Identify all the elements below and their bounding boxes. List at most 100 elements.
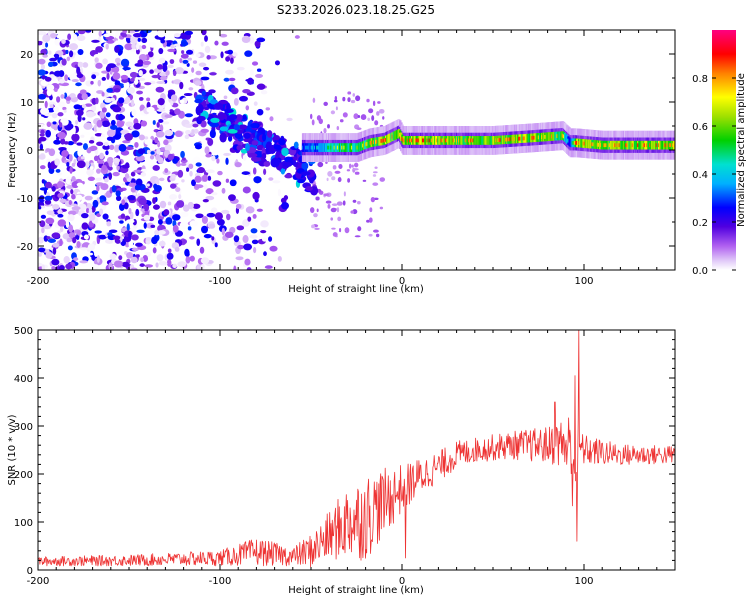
heatmap-cell <box>162 64 168 72</box>
heatmap-cell <box>165 70 170 76</box>
heatmap-cell <box>192 123 199 128</box>
heatmap-cell <box>101 91 105 97</box>
heatmap-cell <box>53 139 61 145</box>
heatmap-cell <box>164 168 169 174</box>
heatmap-cell <box>265 107 271 111</box>
heatmap-cell <box>138 96 144 101</box>
heatmap-cell <box>124 96 131 104</box>
heatmap-cell <box>169 59 175 64</box>
heatmap-cell <box>140 208 145 212</box>
heatmap-cell <box>120 213 126 219</box>
heatmap-cell <box>174 108 181 115</box>
heatmap-cell <box>154 229 160 236</box>
heatmap-cell <box>40 79 49 86</box>
heatmap-cell <box>281 147 289 157</box>
heatmap-cell <box>53 126 58 131</box>
heatmap-cell <box>181 157 186 161</box>
heatmap-cell <box>242 186 251 194</box>
heatmap-cell <box>105 112 111 118</box>
heatmap-cell <box>45 251 53 259</box>
heatmap-cell <box>221 187 226 194</box>
heatmap-cell <box>123 202 129 210</box>
heatmap-cell <box>150 224 156 228</box>
heatmap-cell <box>195 213 204 219</box>
heatmap-cell <box>169 194 178 200</box>
heatmap-cell <box>228 194 236 201</box>
heatmap-cell <box>58 78 65 84</box>
heatmap-cell <box>38 169 43 173</box>
heatmap-cell <box>155 86 165 93</box>
heatmap-cell <box>170 100 174 106</box>
heatmap-cell <box>82 132 91 136</box>
heatmap-cell <box>154 137 159 144</box>
heatmap-cell <box>130 171 136 177</box>
heatmap-cell <box>60 117 69 126</box>
heatmap-cell <box>105 65 112 72</box>
heatmap-cell <box>76 230 82 236</box>
heatmap-cell <box>169 183 177 189</box>
heatmap-cell <box>274 60 280 66</box>
snr-series-line <box>38 330 675 568</box>
heatmap-cell <box>38 236 44 244</box>
heatmap-cell <box>83 234 89 240</box>
heatmap-cell <box>53 53 60 58</box>
heatmap-cell <box>214 40 219 46</box>
heatmap-cell <box>147 51 154 58</box>
heatmap-cell <box>90 80 94 85</box>
heatmap-cell <box>357 115 361 119</box>
heatmap-cell <box>138 134 145 141</box>
heatmap-cell <box>130 36 138 44</box>
heatmap-cell <box>115 190 121 197</box>
heatmap-cell <box>201 30 207 36</box>
heatmap-cell <box>251 239 259 245</box>
heatmap-cell <box>189 236 195 240</box>
heatmap-cell <box>375 233 380 238</box>
heatmap-cell <box>129 78 135 82</box>
heatmap-cell <box>77 61 84 68</box>
heatmap-cell <box>270 157 280 168</box>
heatmap-cell <box>188 163 194 169</box>
heatmap-cell <box>180 211 189 218</box>
heatmap-cell <box>66 56 71 62</box>
heatmap-cell <box>268 236 273 242</box>
heatmap-cell <box>178 124 182 131</box>
heatmap-cell <box>251 61 259 66</box>
heatmap-cell <box>91 190 99 195</box>
heatmap-cell <box>38 58 46 65</box>
heatmap-cell <box>181 41 189 47</box>
heatmap-cell <box>106 39 115 44</box>
tick-label: -100 <box>209 576 232 587</box>
heatmap-cell <box>238 95 248 102</box>
heatmap-cell <box>112 157 120 164</box>
heatmap-cell <box>277 188 281 197</box>
spectrogram-y-label: Frequency (Hz) <box>7 112 18 188</box>
heatmap-cell <box>41 227 45 234</box>
snr-plot-area <box>38 330 675 570</box>
heatmap-cell <box>200 257 210 265</box>
heatmap-cell <box>121 261 130 268</box>
heatmap-cell <box>225 56 231 62</box>
heatmap-cell <box>194 80 202 86</box>
heatmap-cell <box>235 203 242 210</box>
heatmap-cell <box>131 108 137 117</box>
heatmap-cell <box>157 230 166 235</box>
heatmap-cell <box>112 171 120 177</box>
heatmap-cell <box>68 232 76 239</box>
tick-label: -200 <box>27 576 50 587</box>
heatmap-cell <box>353 162 359 168</box>
heatmap-cell <box>137 37 141 42</box>
heatmap-cell <box>96 185 100 192</box>
heatmap-cell <box>191 129 195 133</box>
heatmap-cell <box>252 191 260 200</box>
heatmap-cell <box>160 75 168 81</box>
heatmap-cell <box>137 148 146 155</box>
heatmap-cell <box>200 76 210 81</box>
heatmap-cell <box>211 192 218 196</box>
heatmap-cell <box>347 97 351 103</box>
heatmap-cell <box>323 127 327 134</box>
heatmap-cell <box>256 108 264 116</box>
heatmap-cell <box>327 124 330 129</box>
heatmap-cell <box>339 119 344 123</box>
heatmap-cell <box>150 80 156 85</box>
